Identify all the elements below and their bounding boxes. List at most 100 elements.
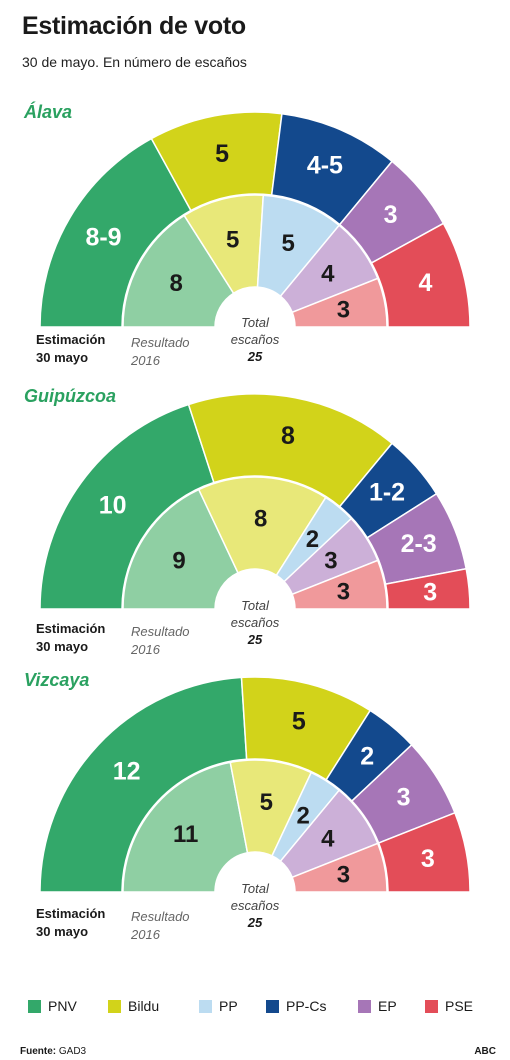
total-seats-value: 25	[247, 632, 263, 647]
outer-label-pse: 3	[421, 845, 435, 873]
resultado-caption: Resultado 2016	[131, 908, 190, 944]
total-caption: Total escaños 25	[206, 314, 304, 365]
legend-swatch	[425, 999, 438, 1013]
brand-logo-text: ABC	[474, 1046, 496, 1057]
legend-item-ep: EP	[358, 998, 397, 1014]
total-line1: Total	[241, 881, 269, 896]
estimacion-line2: 30 mayo	[36, 350, 89, 365]
source-label: Fuente:	[20, 1046, 57, 1057]
outer-label-pp-cs: 2	[360, 742, 374, 770]
legend-label: EP	[378, 998, 397, 1014]
inner-label-pnv: 9	[172, 547, 185, 574]
inner-label-pnv: 11	[173, 821, 198, 848]
outer-slice-pse	[370, 222, 471, 328]
resultado-line1: Resultado	[131, 335, 190, 350]
legend-swatch	[108, 999, 121, 1013]
outer-label-pse: 4	[419, 269, 433, 297]
inner-label-ep: 4	[321, 261, 335, 288]
estimacion-caption: Estimación 30 mayo	[36, 331, 105, 367]
estimacion-caption: Estimación 30 mayo	[36, 905, 105, 941]
inner-label-pse: 3	[337, 297, 350, 324]
total-line1: Total	[241, 598, 269, 613]
inner-slice-pse	[291, 842, 388, 893]
total-line2: escaños	[230, 332, 280, 347]
inner-label-ep: 3	[324, 547, 337, 574]
legend-swatch	[28, 999, 41, 1013]
inner-label-pp: 2	[297, 803, 310, 830]
estimacion-line2: 30 mayo	[36, 924, 89, 939]
resultado-line1: Resultado	[131, 624, 190, 639]
resultado-caption: Resultado 2016	[131, 334, 190, 370]
legend: PNV Bildu PP PP-Cs EP PSE	[0, 998, 510, 1018]
total-line2: escaños	[230, 615, 280, 630]
legend-item-pp-cs: PP-Cs	[266, 998, 326, 1014]
outer-slice-pse	[384, 567, 471, 610]
resultado-line2: 2016	[131, 353, 160, 368]
inner-label-pnv: 8	[169, 270, 182, 297]
estimacion-line1: Estimación	[36, 332, 106, 347]
total-caption: Total escaños 25	[206, 597, 304, 648]
legend-item-pse: PSE	[425, 998, 473, 1014]
outer-label-pnv: 8-9	[85, 223, 121, 251]
inner-label-ep: 4	[321, 826, 335, 853]
total-caption: Total escaños 25	[206, 880, 304, 931]
legend-swatch	[199, 999, 212, 1013]
inner-label-bildu: 8	[254, 506, 267, 533]
total-line1: Total	[241, 315, 269, 330]
resultado-caption: Resultado 2016	[131, 623, 190, 659]
outer-label-ep: 2-3	[401, 530, 437, 558]
outer-label-ep: 3	[397, 784, 411, 812]
region-title-guipuzcoa: Guipúzcoa	[24, 386, 117, 406]
inner-label-bildu: 5	[226, 226, 239, 253]
estimacion-line1: Estimación	[36, 621, 106, 636]
inner-slice-bildu	[197, 476, 327, 577]
legend-label: PP	[219, 998, 238, 1014]
outer-label-ep: 3	[384, 201, 398, 229]
legend-label: PNV	[48, 998, 77, 1014]
source-value: GAD3	[58, 1046, 87, 1057]
inner-label-bildu: 5	[260, 789, 273, 816]
legend-label: PSE	[445, 998, 474, 1014]
outer-slice-pnv	[39, 403, 215, 610]
inner-slice-pnv	[122, 488, 239, 610]
outer-label-bildu: 5	[215, 140, 229, 168]
legend-item-pp: PP	[199, 998, 238, 1014]
estimacion-line1: Estimación	[36, 906, 106, 921]
outer-label-pse: 3	[423, 578, 437, 606]
inner-label-pp: 5	[281, 230, 294, 257]
source-note: Fuente: GAD3	[20, 1046, 86, 1057]
region-title-vizcaya: Vizcaya	[24, 670, 90, 690]
page-title: Estimación de voto	[22, 12, 246, 40]
legend-item-pnv: PNV	[28, 998, 77, 1014]
outer-slice-pse	[377, 811, 471, 893]
outer-label-pp-cs: 4-5	[307, 151, 343, 179]
legend-swatch	[266, 999, 279, 1013]
outer-slice-pnv	[39, 676, 248, 893]
page-subtitle: 30 de mayo. En número de escaños	[22, 54, 247, 70]
inner-slice-pse	[291, 277, 388, 328]
total-seats-value: 25	[247, 915, 263, 930]
outer-label-bildu: 8	[281, 422, 295, 450]
total-seats-value: 25	[247, 349, 263, 364]
inner-label-pse: 3	[337, 862, 350, 889]
resultado-line1: Resultado	[131, 909, 190, 924]
inner-label-pse: 3	[337, 579, 350, 606]
legend-label: PP-Cs	[286, 998, 327, 1014]
estimacion-caption: Estimación 30 mayo	[36, 620, 105, 656]
outer-label-pnv: 10	[99, 492, 127, 520]
outer-label-pp-cs: 1-2	[369, 479, 405, 507]
legend-swatch	[358, 999, 371, 1013]
resultado-line2: 2016	[131, 927, 160, 942]
inner-slice-pnv	[122, 214, 235, 328]
legend-item-bildu: Bildu	[108, 998, 159, 1014]
resultado-line2: 2016	[131, 642, 160, 657]
outer-label-bildu: 5	[292, 708, 306, 736]
region-title-alava: Álava	[24, 102, 73, 122]
inner-slice-pnv	[122, 761, 249, 893]
inner-slice-pse	[291, 559, 388, 610]
legend-label: Bildu	[128, 998, 160, 1014]
outer-label-pnv: 12	[113, 758, 141, 786]
total-line2: escaños	[230, 898, 280, 913]
